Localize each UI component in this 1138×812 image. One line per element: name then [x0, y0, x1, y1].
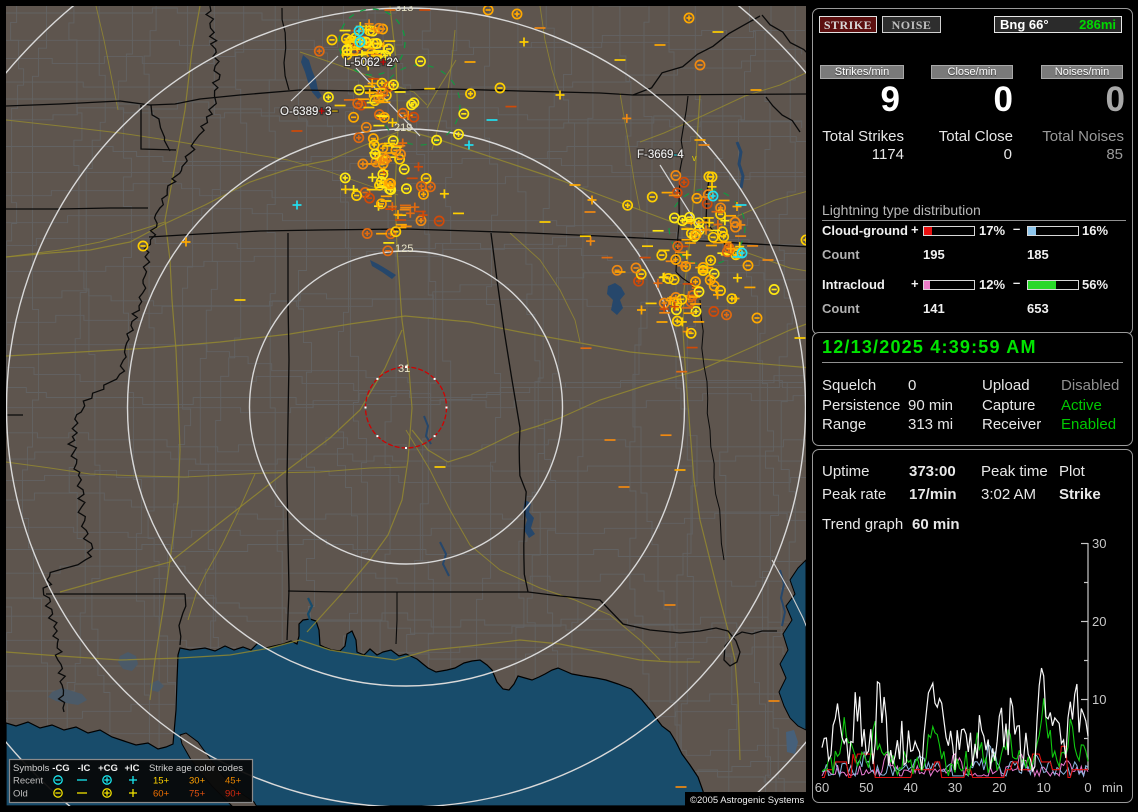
svg-text:O-6389+3−: O-6389+3−: [280, 106, 338, 118]
svg-text:v: v: [692, 153, 697, 163]
svg-text:+CG: +CG: [98, 763, 118, 774]
svg-text:75+: 75+: [189, 789, 206, 800]
svg-text:F-3669-4: F-3669-4: [637, 149, 684, 161]
svg-text:90+: 90+: [225, 789, 242, 800]
svg-text:F-3669-4: F-3669-4: [637, 149, 684, 161]
svg-text:45+: 45+: [225, 776, 242, 787]
svg-text:L-5062+2^: L-5062+2^: [344, 57, 399, 69]
svg-text:©2005 Astrogenic Systems: ©2005 Astrogenic Systems: [690, 795, 804, 806]
svg-text:15+: 15+: [153, 776, 170, 787]
svg-text:Strike age color codes: Strike age color codes: [149, 763, 243, 774]
svg-text:-IC: -IC: [78, 763, 91, 774]
svg-text:31: 31: [398, 363, 410, 375]
svg-text:Old: Old: [13, 789, 28, 800]
svg-text:219: 219: [394, 122, 412, 134]
svg-text:-CG: -CG: [52, 763, 69, 774]
svg-text:30+: 30+: [189, 776, 206, 787]
svg-text:313: 313: [395, 6, 413, 14]
svg-text:Recent: Recent: [13, 776, 43, 787]
svg-text:L-5062+2^: L-5062+2^: [344, 57, 399, 69]
svg-text:60+: 60+: [153, 789, 170, 800]
svg-text:Symbols: Symbols: [13, 763, 50, 774]
svg-text:O-6389+3−: O-6389+3−: [280, 106, 338, 118]
svg-text:+IC: +IC: [124, 763, 139, 774]
svg-text:125: 125: [395, 243, 413, 255]
